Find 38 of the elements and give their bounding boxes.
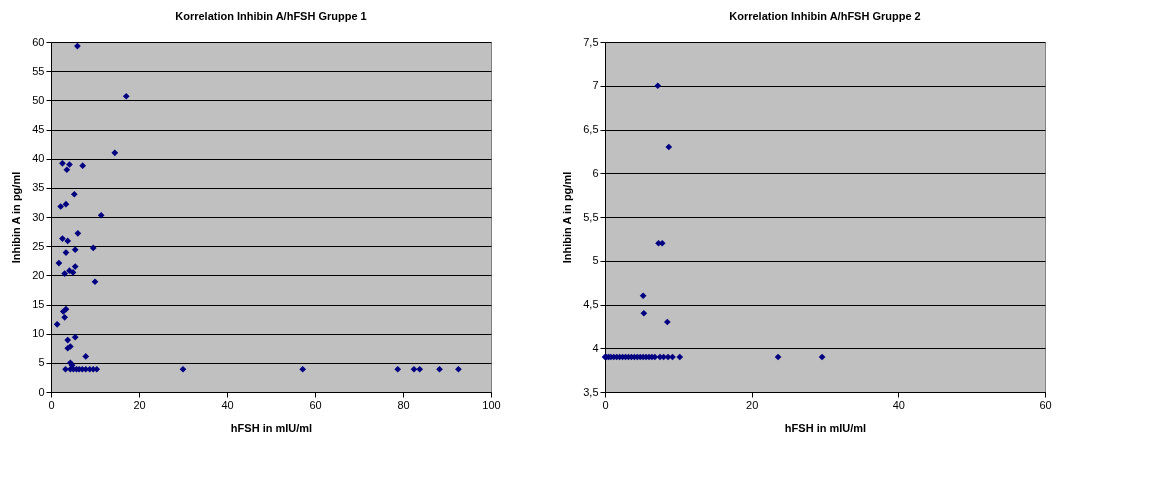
x-axis-title: hFSH in mIU/ml xyxy=(784,421,867,434)
y-tick-label: 10 xyxy=(32,327,45,340)
y-tick-label: 0 xyxy=(38,385,45,398)
y-tick-label: 15 xyxy=(32,298,45,310)
y-tick-label: 40 xyxy=(32,152,45,165)
y-tick-label: 45 xyxy=(32,123,45,135)
y-tick-label: 20 xyxy=(32,268,45,281)
y-tick-label: 5 xyxy=(38,356,45,369)
y-axis-title: Inhibin A in pg/ml xyxy=(10,171,23,264)
y-tick-label: 7,5 xyxy=(583,35,599,48)
x-tick-label: 100 xyxy=(482,398,501,411)
y-tick-label: 55 xyxy=(32,64,45,77)
y-tick-label: 7 xyxy=(592,79,599,92)
x-axis-title: hFSH in mIU/ml xyxy=(230,421,313,434)
x-tick-label: 80 xyxy=(397,398,410,411)
y-tick-label: 5,5 xyxy=(583,210,599,223)
y-tick-label: 4,5 xyxy=(583,298,599,310)
y-tick-label: 6 xyxy=(592,166,599,179)
y-tick-label: 35 xyxy=(32,181,45,194)
x-tick-label: 60 xyxy=(1039,398,1052,411)
x-tick-label: 40 xyxy=(221,398,234,411)
y-tick-label: 3,5 xyxy=(583,385,599,398)
y-tick-label: 50 xyxy=(32,93,45,106)
y-tick-label: 60 xyxy=(32,35,45,48)
y-axis-title: Inhibin A in pg/ml xyxy=(561,171,574,264)
y-tick-label: 5 xyxy=(592,254,599,267)
y-tick-label: 4 xyxy=(592,341,599,354)
x-tick-label: 20 xyxy=(746,398,759,411)
x-tick-label: 60 xyxy=(309,398,322,411)
x-tick-label: 40 xyxy=(892,398,905,411)
chart-title: Korrelation Inhibin A/hFSH Gruppe 1 xyxy=(175,10,367,22)
chart-title: Korrelation Inhibin A/hFSH Gruppe 2 xyxy=(729,10,921,22)
y-tick-label: 30 xyxy=(32,210,45,223)
y-tick-label: 6,5 xyxy=(583,123,599,135)
x-tick-label: 0 xyxy=(602,398,609,411)
x-tick-label: 0 xyxy=(48,398,55,411)
x-tick-label: 20 xyxy=(133,398,146,411)
y-tick-label: 25 xyxy=(32,239,45,252)
